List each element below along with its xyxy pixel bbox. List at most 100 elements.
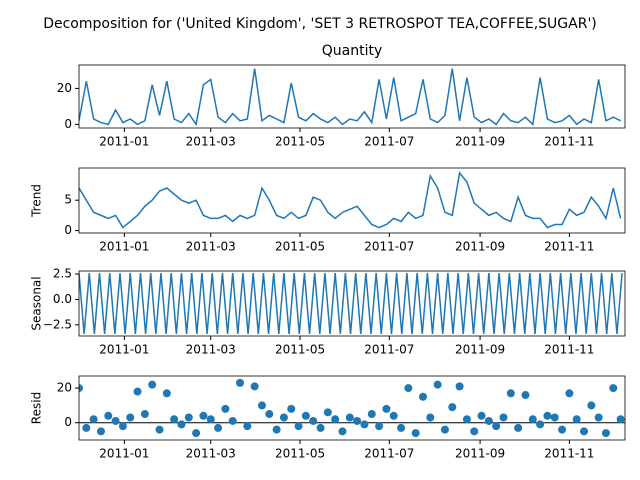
x-tick-label: 2011-03 [186,343,236,357]
x-tick-label: 2011-05 [275,135,325,149]
point [265,410,274,419]
y-tick-label: 2.5 [53,267,72,281]
y-tick-label: 0.0 [53,292,72,306]
point [140,410,149,419]
point [389,411,398,420]
axes-frame [78,375,626,441]
x-tick-label: 2011-09 [455,240,505,254]
point [580,427,589,436]
x-tick-label: 2011-01 [99,447,149,461]
x-tick-label: 2011-09 [455,447,505,461]
point [279,413,288,422]
point [462,415,471,424]
point [272,425,281,434]
point [470,427,479,436]
axes-frame [78,270,626,337]
point [214,423,223,432]
point [82,423,91,432]
x-tick-label: 2011-07 [364,135,414,149]
point [221,404,230,413]
point [477,411,486,420]
x-tick-label: 2011-03 [186,135,236,149]
point [492,422,501,431]
x-tick-label: 2011-09 [455,135,505,149]
series-line [79,171,622,229]
point [375,422,384,431]
point [382,404,391,413]
point [111,416,120,425]
point [118,422,127,431]
x-tick-label: 2011-01 [99,343,149,357]
point [148,380,157,389]
point [236,378,245,387]
point [528,415,537,424]
point [331,415,340,424]
point [309,416,318,425]
y-tick-label: 0 [64,223,72,237]
x-tick-label: 2011-01 [99,135,149,149]
point [536,420,545,429]
point [587,401,596,410]
point [104,411,113,420]
point [323,408,332,417]
point [301,411,310,420]
point [455,382,464,391]
point [484,416,493,425]
point [228,416,237,425]
point [345,413,354,422]
point [155,425,164,434]
point [418,392,427,401]
x-tick-label: 2011-11 [544,447,594,461]
y-tick-label: −2.5 [43,317,72,331]
point [316,423,325,432]
y-axis-label: Seasonal [30,276,44,330]
x-tick-label: 2011-01 [99,240,149,254]
axes-frame [78,167,626,234]
point [133,387,142,396]
point [572,415,581,424]
point [594,413,603,422]
x-tick-label: 2011-05 [275,447,325,461]
x-tick-label: 2011-11 [544,135,594,149]
point [616,415,625,424]
point [243,422,252,431]
point [499,413,508,422]
point [506,389,515,398]
point [433,380,442,389]
point [162,389,171,398]
point [206,415,215,424]
x-tick-label: 2011-05 [275,240,325,254]
point [257,401,266,410]
x-tick-label: 2011-07 [364,447,414,461]
point [184,413,193,422]
point [543,411,552,420]
x-tick-label: 2011-09 [455,343,505,357]
axes-frame [78,64,626,129]
point [79,384,83,393]
y-tick-label: 5 [64,193,72,207]
x-tick-label: 2011-05 [275,343,325,357]
point [360,420,369,429]
x-tick-label: 2011-11 [544,240,594,254]
point [367,410,376,419]
y-axis-label: Resid [30,392,44,424]
point [609,384,618,393]
series-line [79,272,623,335]
x-tick-label: 2011-07 [364,240,414,254]
point [89,415,98,424]
x-tick-label: 2011-03 [186,447,236,461]
y-tick-label: 20 [57,81,72,95]
x-tick-label: 2011-03 [186,240,236,254]
point [514,423,523,432]
series-line [79,68,621,127]
point [192,429,201,438]
point [250,382,259,391]
point [411,429,420,438]
axes-title: Quantity [322,43,383,59]
point [353,416,362,425]
point [170,415,179,424]
point [565,389,574,398]
x-tick-label: 2011-07 [364,343,414,357]
y-axis-label: Trend [30,184,44,218]
